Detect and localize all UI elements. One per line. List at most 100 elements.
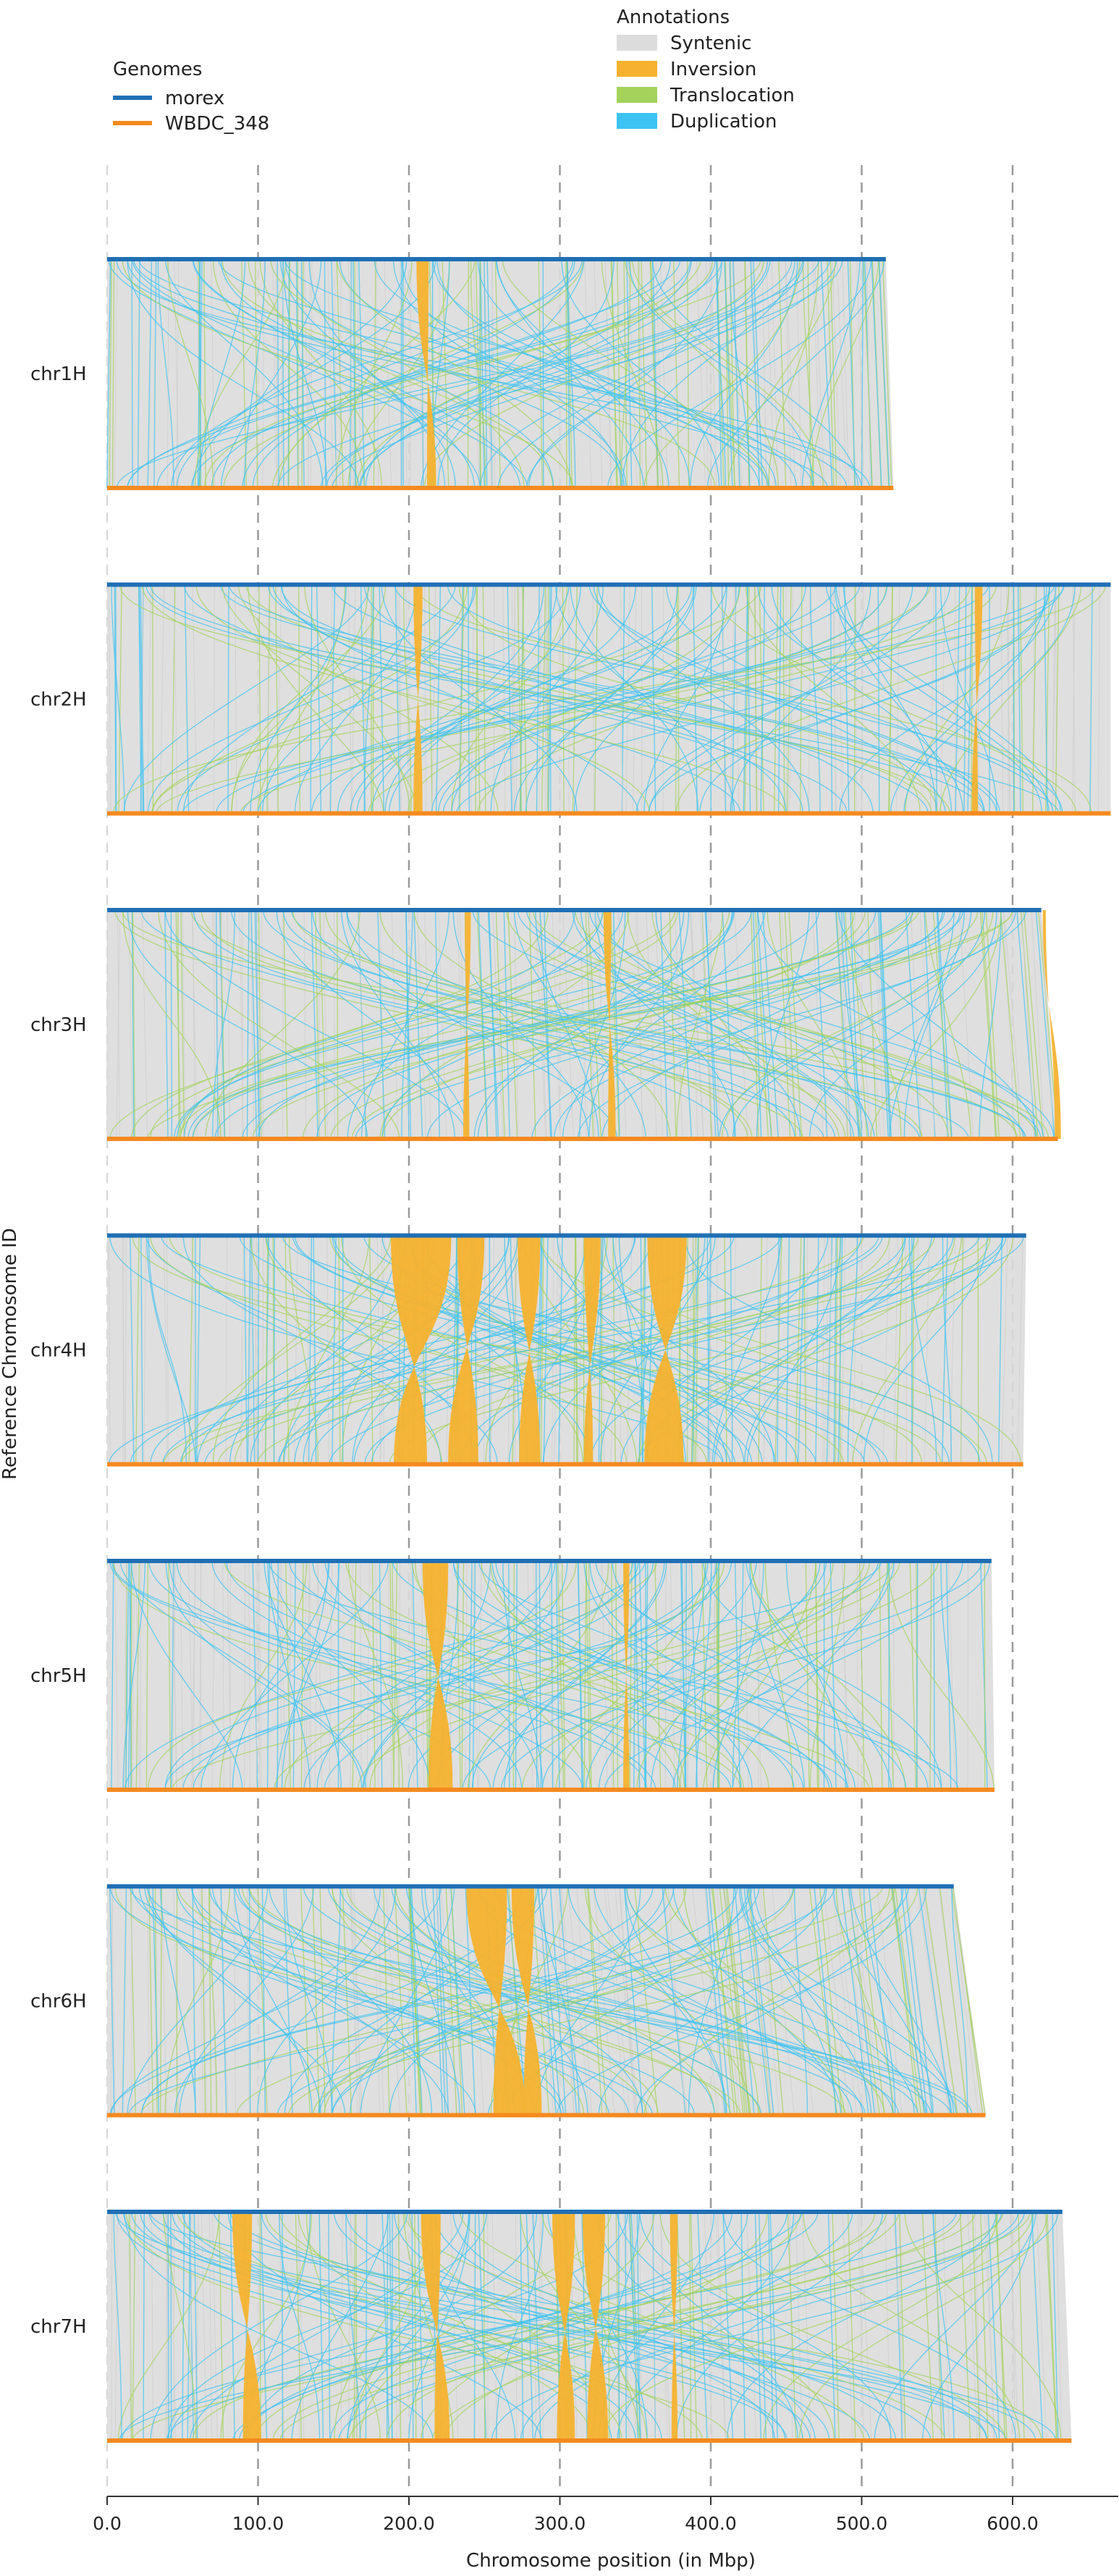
- inversion-ribbon: [644, 1235, 687, 1465]
- translocation-link: [904, 2211, 1062, 2441]
- chromosome-panel-chr5H: chr5H: [30, 1559, 995, 1792]
- duplication-link: [835, 584, 1050, 814]
- duplication-link: [195, 1235, 197, 1465]
- syntenic-link: [1052, 584, 1056, 814]
- translocation-link: [158, 909, 400, 1140]
- duplication-link: [311, 584, 929, 814]
- syntenic-link: [483, 1235, 486, 1465]
- translocation-link: [750, 1560, 874, 1790]
- translocation-link: [768, 258, 819, 489]
- translocation-link: [195, 584, 651, 814]
- duplication-link: [111, 1560, 114, 1790]
- duplication-link: [346, 2211, 470, 2441]
- translocation-link: [690, 2211, 698, 2441]
- translocation-link: [827, 258, 835, 489]
- syntenic-band: [107, 584, 1111, 814]
- translocation-link: [703, 1560, 816, 1790]
- syntenic-link: [625, 584, 630, 814]
- duplication-link: [122, 1560, 145, 1790]
- duplication-link: [890, 584, 1047, 814]
- syntenic-link: [842, 2211, 853, 2441]
- syntenic-link: [856, 1560, 858, 1790]
- translocation-link: [588, 1560, 592, 1790]
- syntenic-link: [380, 909, 384, 1140]
- duplication-link: [235, 1886, 894, 2116]
- translocation-link: [252, 909, 1013, 1140]
- syntenic-link: [239, 909, 244, 1140]
- inversion-ribbon: [232, 2212, 261, 2441]
- duplication-link: [625, 1886, 915, 2116]
- duplication-link: [671, 1235, 954, 1465]
- duplication-link: [863, 1235, 988, 1465]
- duplication-link: [570, 584, 699, 814]
- duplication-link: [801, 258, 861, 489]
- syntenic-link: [691, 1886, 719, 2116]
- translocation-link: [250, 1235, 443, 1465]
- syntenic-link: [326, 1235, 329, 1465]
- duplication-link: [732, 258, 740, 489]
- chromosome-label: chr2H: [30, 689, 87, 711]
- syntenic-link: [111, 1886, 116, 2116]
- duplication-link: [515, 1560, 518, 1790]
- duplication-link: [243, 258, 266, 489]
- duplication-link: [593, 584, 810, 814]
- inversion-ribbon: [413, 584, 423, 814]
- translocation-link: [858, 1886, 885, 2116]
- duplication-link: [147, 584, 476, 814]
- inversion-ribbon: [971, 584, 983, 814]
- duplication-link: [655, 909, 869, 1140]
- syntenic-link: [696, 258, 706, 489]
- duplication-link: [193, 258, 476, 489]
- syntenic-link: [309, 1560, 312, 1790]
- duplication-link: [282, 909, 1026, 1140]
- syntenic-link: [744, 1560, 749, 1790]
- translocation-link: [805, 1560, 810, 1790]
- translocation-link: [223, 258, 761, 489]
- translocation-link: [664, 1886, 885, 2116]
- translocation-link: [802, 258, 814, 489]
- translocation-link: [573, 2211, 641, 2441]
- translocation-link: [148, 1886, 153, 2116]
- genomes-legend: Genomes morex WBDC_348: [113, 59, 269, 135]
- translocation-link: [870, 909, 1002, 1140]
- duplication-link: [601, 909, 913, 1140]
- syntenic-link: [785, 258, 792, 489]
- translocation-link: [167, 258, 214, 489]
- translocation-link: [617, 258, 621, 489]
- duplication-link: [412, 1560, 418, 1790]
- translocation-link: [882, 258, 892, 489]
- translocation-link: [331, 1886, 847, 2116]
- syntenic-link: [763, 1235, 768, 1465]
- duplication-link: [339, 1886, 952, 2116]
- duplication-link: [644, 1560, 649, 1790]
- syntenic-link: [146, 584, 152, 814]
- syntenic-link: [431, 584, 436, 814]
- duplication-link: [724, 258, 733, 489]
- translocation-link: [767, 909, 861, 1140]
- duplication-link: [338, 2211, 1019, 2441]
- duplication-link: [176, 1560, 647, 1790]
- x-tick-label: 0.0: [93, 2513, 122, 2534]
- syntenic-link: [174, 258, 180, 489]
- syntenic-link: [729, 584, 735, 814]
- duplication-link: [916, 1560, 919, 1790]
- chromosome-panel-chr1H: chr1H: [30, 257, 894, 490]
- legend-item-inversion: Inversion: [617, 59, 756, 80]
- translocation-link: [819, 1886, 843, 2116]
- duplication-link: [625, 2211, 627, 2441]
- syntenic-link: [808, 584, 811, 814]
- translocation-link: [669, 909, 677, 1140]
- syntenic-link: [327, 258, 334, 489]
- translocation-link: [1044, 584, 1050, 814]
- translocation-link: [282, 1235, 370, 1465]
- duplication-link: [538, 1235, 543, 1465]
- duplication-link: [148, 1886, 346, 2116]
- syntenic-link: [924, 1235, 930, 1465]
- duplication-link: [558, 1235, 563, 1465]
- duplication-link: [732, 909, 986, 1140]
- duplication-link: [888, 1560, 890, 1790]
- duplication-link: [248, 1886, 251, 2116]
- duplication-link: [190, 258, 769, 489]
- syntenic-link: [686, 1235, 693, 1465]
- legend-label: Translocation: [670, 85, 795, 106]
